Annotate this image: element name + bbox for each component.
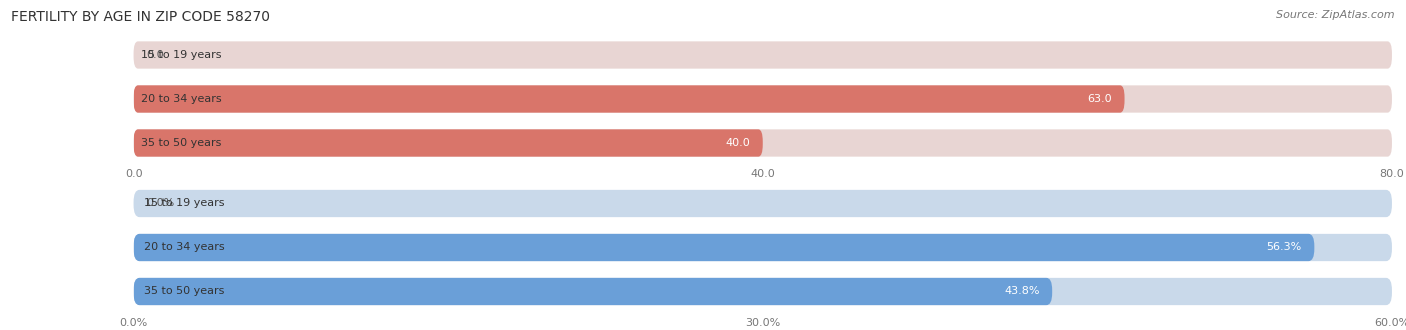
FancyBboxPatch shape <box>134 85 1125 113</box>
FancyBboxPatch shape <box>134 129 763 157</box>
FancyBboxPatch shape <box>134 234 1315 261</box>
FancyBboxPatch shape <box>134 41 1392 69</box>
Text: 43.8%: 43.8% <box>1004 286 1039 296</box>
Text: 0.0%: 0.0% <box>146 199 174 209</box>
FancyBboxPatch shape <box>134 278 1052 305</box>
Text: 35 to 50 years: 35 to 50 years <box>142 138 222 148</box>
Text: 20 to 34 years: 20 to 34 years <box>143 243 225 252</box>
FancyBboxPatch shape <box>134 278 1392 305</box>
FancyBboxPatch shape <box>134 190 1392 217</box>
Text: 40.0: 40.0 <box>725 138 751 148</box>
Text: 63.0: 63.0 <box>1087 94 1112 104</box>
FancyBboxPatch shape <box>134 234 1392 261</box>
FancyBboxPatch shape <box>134 129 1392 157</box>
Text: 56.3%: 56.3% <box>1267 243 1302 252</box>
Text: Source: ZipAtlas.com: Source: ZipAtlas.com <box>1277 10 1395 20</box>
Text: 15 to 19 years: 15 to 19 years <box>142 50 222 60</box>
Text: 35 to 50 years: 35 to 50 years <box>143 286 225 296</box>
Text: FERTILITY BY AGE IN ZIP CODE 58270: FERTILITY BY AGE IN ZIP CODE 58270 <box>11 10 270 24</box>
Text: 15 to 19 years: 15 to 19 years <box>143 199 225 209</box>
Text: 20 to 34 years: 20 to 34 years <box>142 94 222 104</box>
FancyBboxPatch shape <box>134 85 1392 113</box>
Text: 0.0: 0.0 <box>146 50 163 60</box>
